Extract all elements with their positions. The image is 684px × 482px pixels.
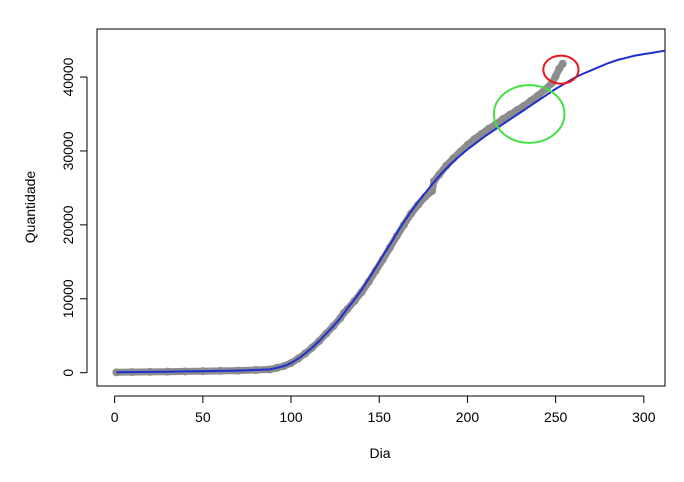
x-axis: 0 50 100 150 200 250 300	[111, 395, 656, 425]
data-point	[505, 110, 514, 119]
x-axis-label: Dia	[369, 445, 390, 461]
data-point	[558, 59, 567, 68]
y-tick-label: 20000	[60, 205, 76, 244]
plot-content	[112, 49, 666, 377]
data-point	[470, 135, 479, 144]
x-tick-label: 100	[279, 409, 303, 425]
y-tick-label: 10000	[60, 279, 76, 318]
x-tick-label: 250	[544, 409, 568, 425]
y-tick-label: 40000	[60, 57, 76, 96]
data-point	[428, 186, 437, 195]
data-point	[551, 72, 560, 81]
red-annotation-circle	[542, 54, 580, 85]
x-tick-label: 200	[456, 409, 480, 425]
data-point	[498, 115, 507, 124]
green-annotation-circle	[492, 84, 566, 144]
y-tick-label: 0	[60, 369, 76, 377]
data-point	[414, 200, 423, 209]
data-point	[512, 106, 521, 115]
data-point	[526, 96, 535, 105]
y-axis-label: Quantidade	[22, 171, 38, 244]
fitted-curve-line	[116, 49, 666, 374]
x-tick-label: 50	[195, 409, 211, 425]
x-tick-label: 0	[111, 409, 119, 425]
y-axis: 0 10000 20000 30000 40000	[60, 57, 88, 377]
x-tick-label: 150	[368, 409, 392, 425]
data-point	[477, 129, 486, 138]
data-point	[533, 91, 542, 100]
data-point	[484, 124, 493, 133]
plot-frame	[96, 28, 666, 387]
y-tick-label: 30000	[60, 131, 76, 170]
x-tick-label: 300	[632, 409, 656, 425]
observed-points-band	[112, 60, 567, 376]
